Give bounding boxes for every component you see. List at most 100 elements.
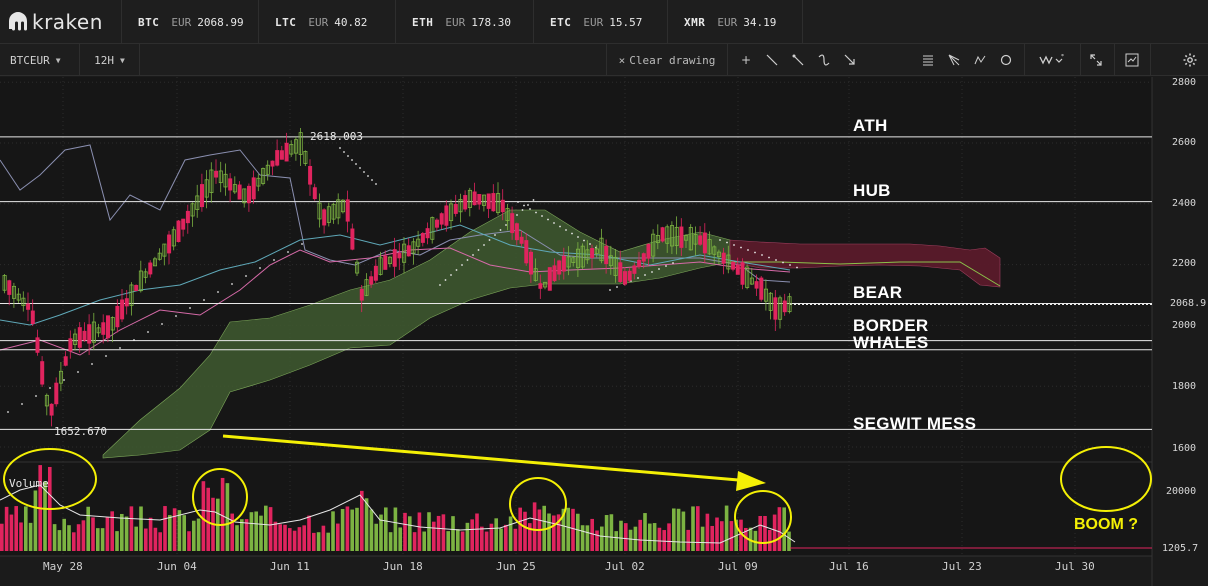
sar-dot (63, 379, 65, 381)
volume-bar (364, 498, 369, 551)
volume-bar (134, 526, 138, 551)
volume-bar (777, 507, 782, 551)
candle-body (707, 239, 712, 255)
pair-label: BTCEUR (10, 53, 50, 67)
kraken-logo[interactable]: kraken (0, 0, 122, 44)
candle-body (392, 249, 397, 267)
pitchfork-icon[interactable] (946, 52, 962, 68)
sar-dot (541, 215, 543, 217)
volume-bar (345, 506, 350, 551)
candle-body (30, 310, 35, 325)
ticker-symbol: BTC (138, 15, 160, 29)
sar-dot (527, 204, 529, 206)
ticker-xmr[interactable]: XMR EUR 34.19 (668, 0, 803, 44)
price-axis-label: 1800 (1172, 381, 1197, 392)
sar-dot (553, 222, 555, 224)
candle-body (63, 356, 68, 366)
volume-axis-label: 1205.7 (1162, 543, 1199, 554)
volume-bar (436, 515, 441, 551)
volume-bar (700, 526, 705, 551)
x-axis-label: Jun 25 (496, 560, 536, 573)
x-axis-label: Jun 18 (383, 560, 423, 573)
arrow-icon[interactable] (842, 52, 858, 68)
candle-body (232, 184, 237, 193)
indicators-icon[interactable]: * (1038, 52, 1066, 68)
candle-body (40, 361, 45, 385)
sar-dot (583, 239, 585, 242)
sar-dot (175, 315, 177, 317)
volume-bar (772, 514, 777, 551)
sar-dot (347, 155, 349, 157)
candle-body (397, 252, 402, 259)
candle-body (209, 169, 214, 194)
candle-body (580, 245, 585, 268)
toolbar-divider (1024, 44, 1025, 76)
volume-bar (518, 507, 522, 551)
volume-bar (288, 528, 292, 551)
volume-bar (225, 483, 230, 551)
candle-body (223, 173, 228, 188)
circle-icon[interactable] (998, 52, 1014, 68)
volume-bar (619, 520, 623, 551)
sar-dot (444, 279, 447, 281)
candle-body (764, 288, 769, 302)
ticker-price: 15.57 (609, 15, 643, 29)
interval-select[interactable]: 12H ▼ (80, 44, 140, 76)
volume-bar (110, 511, 114, 551)
curve-icon[interactable] (816, 52, 832, 68)
brand-name: kraken (32, 10, 103, 34)
chart-type-icon[interactable] (1124, 52, 1140, 68)
path-icon[interactable] (972, 52, 988, 68)
ticker-btc[interactable]: BTC EUR 2068.99 (122, 0, 259, 44)
volume-bar (676, 508, 681, 551)
ray-icon[interactable] (790, 52, 806, 68)
volume-bar (782, 507, 786, 551)
candle-body (246, 185, 251, 204)
candle-body (73, 333, 78, 345)
sar-dot (523, 204, 525, 207)
volume-bar (609, 514, 614, 551)
candle-body (129, 284, 134, 306)
ticker-etc[interactable]: ETC EUR 15.57 (534, 0, 668, 44)
highlight-circle (734, 490, 792, 544)
sar-dot (589, 243, 591, 245)
sar-dot (616, 286, 618, 288)
candle-body (185, 210, 190, 224)
candle-body (430, 217, 435, 240)
volume-bar (81, 520, 86, 551)
candle-body (547, 267, 552, 291)
volume-bar (417, 512, 422, 551)
candle-body (561, 255, 566, 272)
ticker-eth[interactable]: ETH EUR 178.30 (396, 0, 534, 44)
volume-bar (576, 513, 580, 551)
volume-bar (96, 528, 100, 551)
volume-bar (691, 506, 695, 551)
candle-body (660, 227, 665, 242)
candle-body (383, 255, 388, 270)
crosshair-icon[interactable]: + (740, 53, 752, 67)
fullscreen-icon[interactable] (1088, 52, 1104, 68)
chart-grid (0, 77, 1153, 586)
volume-bar (206, 487, 210, 551)
pair-select[interactable]: BTCEUR ▼ (0, 44, 80, 76)
candle-body (242, 188, 247, 204)
line-icon[interactable] (764, 52, 780, 68)
fib-icon[interactable] (920, 52, 936, 68)
annotation-whales: WHALES (853, 333, 929, 352)
volume-label: Volume (9, 477, 49, 490)
sar-dot (644, 274, 646, 276)
sar-dot (665, 265, 667, 267)
candle-body (651, 233, 656, 257)
ticker-currency: EUR (583, 15, 604, 29)
settings-icon[interactable] (1182, 52, 1198, 68)
candle-body (279, 150, 284, 160)
volume-bar (724, 505, 729, 551)
volume-bar (547, 513, 551, 551)
candle-body (721, 252, 726, 264)
candle-body (472, 191, 477, 206)
ticker-ltc[interactable]: LTC EUR 40.82 (259, 0, 396, 44)
x-axis-label: Jul 23 (942, 560, 982, 573)
clear-drawing-button[interactable]: × Clear drawing (606, 44, 728, 76)
candle-body (134, 284, 139, 292)
